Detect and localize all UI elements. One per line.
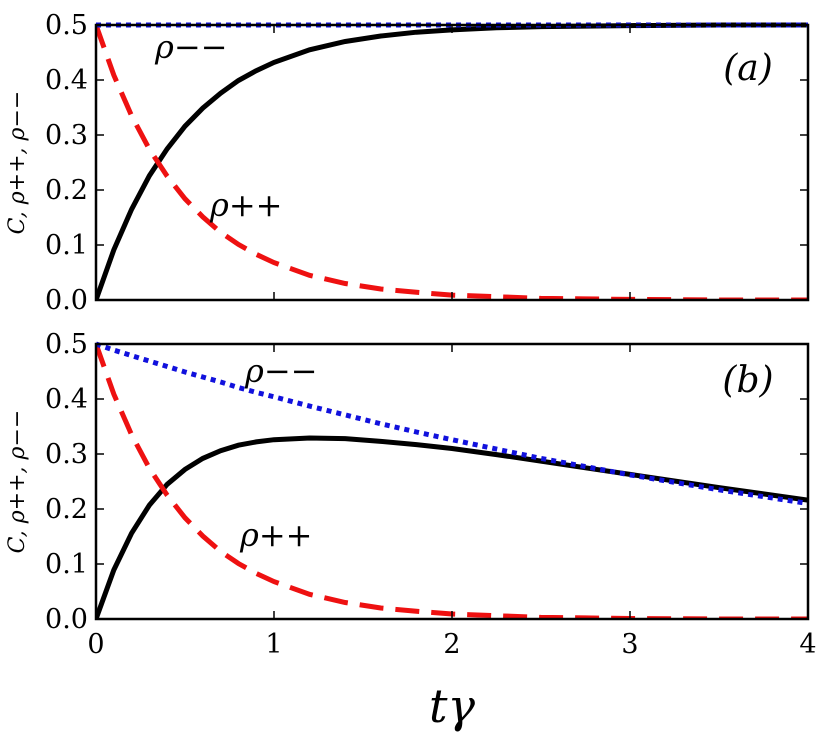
y-tick-label: 0.2 (45, 494, 88, 525)
panel-label: (a) (723, 48, 773, 89)
series-line-c (96, 435, 808, 619)
y-tick-label: 0.1 (45, 549, 88, 580)
series-line-rho-minus-minus (96, 341, 808, 506)
x-tick-label: 0 (87, 629, 104, 660)
y-tick-label: 0.0 (45, 604, 88, 635)
y-tick-label: 0.5 (45, 10, 88, 41)
series-line-c (96, 22, 808, 300)
y-tick-label: 0.3 (45, 120, 88, 151)
curve-annotation: ρ−− (154, 28, 227, 66)
series-line-rho-plus-plus (96, 343, 808, 619)
panel-a: 0.0 0.1 0.2 0.3 0.4 0.5 C, ρ++, ρ−− (a) ρ−− ρ++ (5, 10, 810, 316)
y-tick-label: 0.5 (45, 329, 88, 360)
curve-annotation: ρ−− (244, 352, 317, 390)
curve-annotation: ρ++ (239, 516, 312, 554)
series-line-rho-plus-plus (96, 24, 808, 300)
x-tick-label: 2 (443, 629, 460, 660)
plot-frame (94, 23, 810, 302)
y-axis-label: C, ρ++, ρ−− (5, 410, 30, 554)
curve-annotation: ρ++ (209, 186, 282, 224)
plot-frame (94, 342, 810, 621)
y-tick-label: 0.2 (45, 175, 88, 206)
panel-b: 0.0 0.1 0.2 0.3 0.4 0.5 0 1 2 3 4 C, ρ++, ρ−− (b) ρ−−… (5, 329, 817, 660)
x-tick-label: 4 (799, 629, 816, 660)
y-tick-label: 0.0 (45, 285, 88, 316)
y-tick-label: 0.1 (45, 230, 88, 261)
y-tick-label: 0.3 (45, 439, 88, 470)
x-tick-label: 1 (265, 629, 282, 660)
x-tick-label: 3 (621, 629, 638, 660)
y-tick-label: 0.4 (45, 384, 88, 415)
y-tick-label: 0.4 (45, 65, 88, 96)
x-axis-label: tγ (429, 679, 475, 733)
y-axis-label: C, ρ++, ρ−− (5, 91, 30, 235)
panel-label: (b) (722, 360, 773, 401)
